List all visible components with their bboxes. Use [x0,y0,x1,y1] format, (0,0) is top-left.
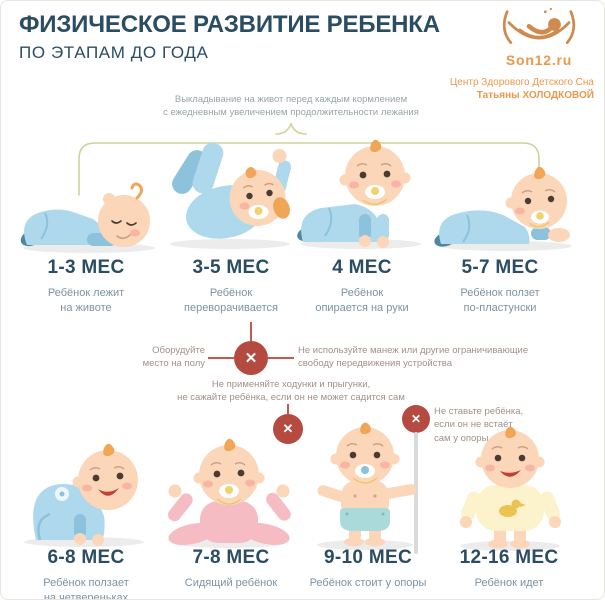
age-label: 3-5 МЕС [192,257,270,278]
stage-4-months: 4 МЕС Ребёнок опирается на руки [287,257,437,316]
stage-desc: Ребёнок переворачивается [184,287,278,314]
age-label: 6-8 МЕС [47,547,125,568]
warning-standing: Не ставьте ребёнка, если он не встаёт сам … [434,406,524,444]
baby-belly-crawling-icon [434,166,572,251]
prohibition-icon: ✕ [402,405,430,433]
stage-desc: Ребёнок опирается на руки [315,287,409,314]
stage-1-3-months: 1-3 МЕС Ребёнок лежит на животе [11,257,161,316]
stage-desc: Ребёнок ползает на четвереньках [43,577,129,600]
logo-organization: Центр Здорового Детского Сна Татьяны ХОЛ… [364,77,594,102]
warning-playpen: Не используйте манеж или другие ограничи… [298,345,529,370]
tummy-time-note: Выкладывание на живот перед каждым кормл… [106,94,476,120]
age-label: 9-10 МЕС [324,547,412,568]
baby-propped-on-hands-icon [297,139,421,249]
stage-desc: Ребёнок стоит у опоры [309,577,427,589]
stage-7-8-months: 7-8 МЕС Сидящий ребёнок [156,547,306,591]
warning-walkers: Не применяйте ходунки и прыгунки, не сажа… [177,379,405,404]
age-label: 5-7 МЕС [461,257,539,278]
page-title: ФИЗИЧЕСКОЕ РАЗВИТИЕ РЕБЕНКА [19,11,440,38]
cradle-logo-icon [502,7,576,45]
baby-rolling-over-icon [169,142,292,249]
note-line1: Выкладывание на живот перед каждым кормл… [174,94,408,105]
connector-line [208,357,234,359]
stages-bracket-icon [78,121,540,196]
stage-9-10-months: 9-10 МЕС Ребёнок стоит у опоры [293,547,443,591]
stage-12-16-months: 12-16 МЕС Ребёнок идет [434,547,584,591]
support-pole [414,432,418,554]
connector-line [287,404,289,415]
age-label: 4 МЕС [332,257,392,278]
age-label: 12-16 МЕС [459,547,559,568]
prohibition-icon: ✕ [234,341,268,375]
connector-line [250,322,252,341]
baby-lying-on-tummy-icon [20,182,155,253]
age-label: 7-8 МЕС [192,547,270,568]
prohibition-icon: ✕ [273,414,303,444]
stage-6-8-months: 6-8 МЕС Ребёнок ползает на четвереньках [11,547,161,600]
stage-3-5-months: 3-5 МЕС Ребёнок переворачивается [156,257,306,316]
warning-floor: Оборудуйте место на полу [142,345,205,370]
page-subtitle: ПО ЭТАПАМ ДО ГОДА [19,43,209,62]
org-line1: Центр Здорового Детского Сна [449,77,594,88]
baby-standing-at-support-icon [317,422,417,550]
org-line2: Татьяны ХОЛОДКОВОЙ [476,89,594,101]
connector-line [268,357,294,359]
baby-sitting-icon [168,438,291,548]
stage-desc: Ребёнок идет [474,577,544,589]
stage-desc: Ребёнок ползет по-пластунски [460,287,540,314]
age-label: 1-3 МЕС [47,257,125,278]
baby-crawling-all-fours-icon [24,443,144,547]
stage-desc: Ребёнок лежит на животе [47,287,125,314]
logo-site-name: Son12.ru [505,52,573,68]
baby-walking-icon [460,426,561,551]
stage-5-7-months: 5-7 МЕС Ребёнок ползет по-пластунски [425,257,575,316]
note-line2: с ежедневным увеличением продолжительнос… [163,106,419,118]
stage-desc: Сидящий ребёнок [184,577,278,589]
